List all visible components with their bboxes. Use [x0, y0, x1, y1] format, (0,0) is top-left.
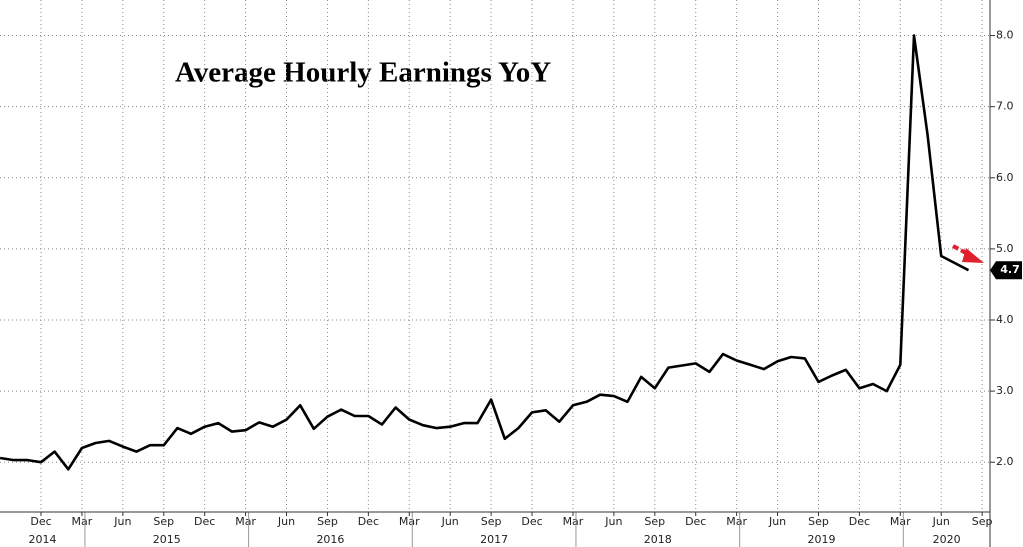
y-tick-label: 7.0: [996, 100, 1014, 113]
x-tick-label: Jun: [277, 515, 295, 528]
line: [0, 34, 970, 471]
x-tick-label: Mar: [72, 515, 93, 528]
year-label: 2016: [316, 533, 344, 546]
x-tick-label: Jun: [932, 515, 950, 528]
x-tick-label: Jun: [441, 515, 459, 528]
x-tick-label: Sep: [317, 515, 338, 528]
x-tick-label: Sep: [153, 515, 174, 528]
x-tick-label: Mar: [399, 515, 420, 528]
x-tick-label: Dec: [30, 515, 51, 528]
year-label: 2017: [480, 533, 508, 546]
x-tick-label: Mar: [890, 515, 911, 528]
year-label: 2019: [807, 533, 835, 546]
year-label: 2015: [153, 533, 181, 546]
year-label: 2014: [28, 533, 56, 546]
x-tick-label: Mar: [563, 515, 584, 528]
x-tick-label: Mar: [235, 515, 256, 528]
x-tick-label: Mar: [726, 515, 747, 528]
x-tick-label: Jun: [604, 515, 622, 528]
x-tick-label: Sep: [972, 515, 993, 528]
y-tick-label: 4.0: [996, 313, 1014, 326]
x-tick-label: Sep: [481, 515, 502, 528]
y-tick-label: 8.0: [996, 29, 1014, 42]
x-tick-label: Jun: [113, 515, 131, 528]
x-tick-label: Jun: [768, 515, 786, 528]
x-tick-label: Dec: [849, 515, 870, 528]
year-label: 2020: [933, 533, 961, 546]
y-tick-label: 6.0: [996, 171, 1014, 184]
x-tick-label: Sep: [644, 515, 665, 528]
y-tick-label: 3.0: [996, 384, 1014, 397]
x-tick-label: Dec: [358, 515, 379, 528]
x-tick-label: Dec: [194, 515, 215, 528]
x-tick-label: Sep: [808, 515, 829, 528]
x-tick-label: Dec: [521, 515, 542, 528]
last-value-box: [990, 261, 1022, 280]
year-label: 2018: [644, 533, 672, 546]
trend-arrow-head: [962, 248, 984, 263]
y-tick-label: 2.0: [996, 455, 1014, 468]
y-tick-label: 5.0: [996, 242, 1014, 255]
last-value-label: 4.7: [1000, 263, 1020, 276]
x-tick-label: Dec: [685, 515, 706, 528]
chart-title: Average Hourly Earnings YoY: [175, 57, 551, 89]
